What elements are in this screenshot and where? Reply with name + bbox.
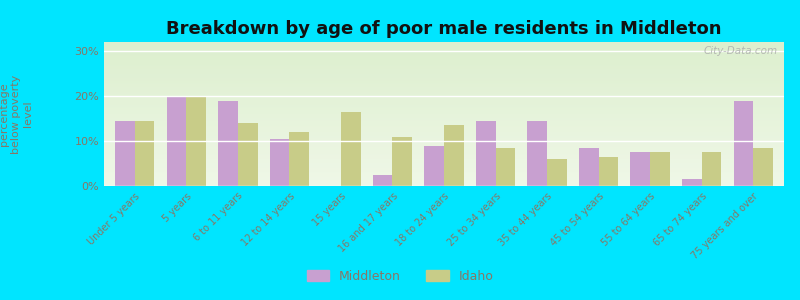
Bar [476,121,495,186]
Bar [290,132,309,186]
Bar [270,139,290,186]
Bar [425,146,444,186]
Text: percentage
below poverty
level: percentage below poverty level [0,74,33,154]
Bar [734,100,753,186]
Bar [702,152,721,186]
Bar [547,159,566,186]
Bar [167,96,186,186]
Bar [598,157,618,186]
Text: City-Data.com: City-Data.com [703,46,778,56]
Bar [579,148,598,186]
Bar [527,121,547,186]
Bar [186,96,206,186]
Bar [393,136,412,186]
Bar [630,152,650,186]
Bar [218,100,238,186]
Bar [341,112,361,186]
Bar [135,121,154,186]
Bar [444,125,463,186]
Bar [682,179,702,186]
Bar [495,148,515,186]
Bar [650,152,670,186]
Bar [373,175,393,186]
Legend: Middleton, Idaho: Middleton, Idaho [302,265,498,288]
Title: Breakdown by age of poor male residents in Middleton: Breakdown by age of poor male residents … [166,20,722,38]
Bar [238,123,258,186]
Bar [115,121,135,186]
Bar [753,148,773,186]
